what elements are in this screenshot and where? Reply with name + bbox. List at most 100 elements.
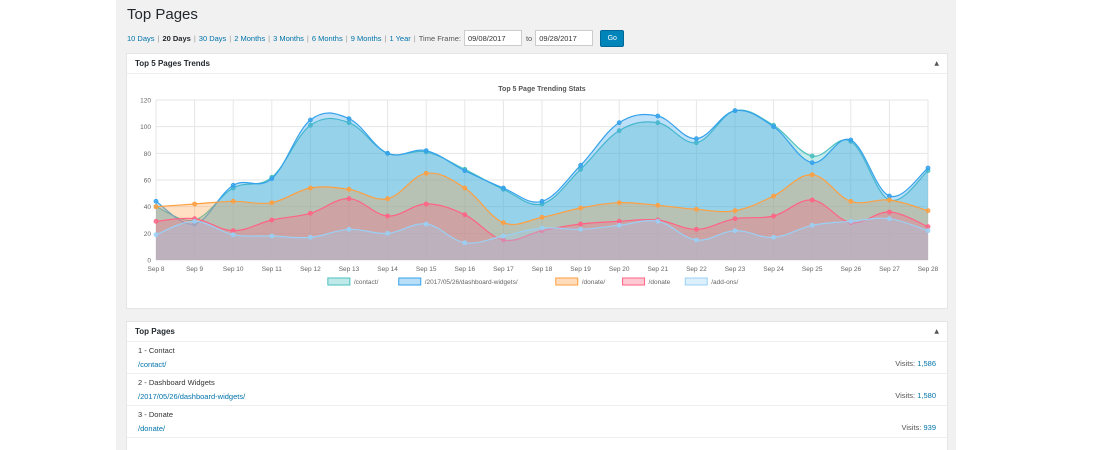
y-tick-label: 0 — [147, 258, 151, 265]
data-point — [616, 128, 622, 134]
data-point — [616, 218, 622, 224]
x-tick-label: Sep 24 — [763, 266, 784, 273]
data-point — [500, 185, 506, 191]
from-date-input[interactable] — [463, 30, 522, 46]
x-tick-label: Sep 19 — [570, 266, 591, 273]
series-area — [156, 218, 928, 260]
range-30-days[interactable]: 30 Days — [198, 33, 227, 43]
trends-panel-title: Top 5 Pages Trends — [135, 59, 210, 68]
top-pages-panel-header: Top Pages ▲ — [127, 322, 947, 342]
legend-swatch — [622, 277, 646, 286]
data-point — [462, 240, 468, 246]
legend-swatch — [555, 277, 579, 286]
data-point — [423, 148, 429, 154]
timeframe-label: Time Frame: — [418, 33, 461, 43]
data-point — [578, 205, 584, 211]
data-point — [694, 136, 699, 142]
x-tick-label: Sep 26 — [840, 266, 861, 273]
data-point — [423, 221, 429, 227]
series-area — [156, 110, 928, 260]
data-point — [192, 201, 197, 207]
data-point — [809, 153, 815, 159]
x-tick-label: Sep 16 — [454, 266, 475, 273]
legend-swatch — [398, 277, 422, 286]
data-point — [269, 233, 275, 239]
data-point — [307, 234, 313, 240]
data-point — [925, 224, 931, 230]
data-point — [539, 198, 545, 204]
data-point — [732, 228, 738, 234]
range-10-days[interactable]: 10 Days — [127, 33, 155, 43]
page-path-link[interactable]: /contact/ — [138, 360, 167, 369]
data-point — [848, 137, 854, 143]
x-tick-label: Sep 15 — [416, 266, 437, 273]
range-1-year[interactable]: 1 Year — [389, 33, 411, 43]
collapse-toggle-icon[interactable]: ▲ — [934, 328, 939, 335]
range-20-days[interactable]: 20 Days — [162, 33, 191, 43]
to-date-input[interactable] — [535, 30, 594, 46]
page-path-link[interactable]: /donate/ — [138, 424, 166, 433]
data-point — [771, 213, 776, 219]
visits-label: Visits: — [895, 359, 916, 368]
data-point — [848, 198, 854, 204]
data-point — [694, 226, 699, 232]
data-point — [809, 172, 815, 178]
collapse-toggle-icon[interactable]: ▲ — [934, 60, 939, 67]
y-tick-label: 100 — [140, 124, 151, 131]
data-point — [462, 212, 468, 218]
data-point — [771, 193, 776, 199]
data-point — [925, 228, 931, 234]
series-area — [156, 110, 928, 260]
separator: | — [384, 33, 387, 43]
range-3-months[interactable]: 3 Months — [273, 33, 304, 43]
page-path-link[interactable]: /2017/05/26/dashboard-widgets/ — [138, 392, 246, 401]
data-point — [887, 216, 892, 222]
data-point — [694, 237, 699, 243]
data-point — [809, 222, 815, 228]
data-point — [346, 116, 352, 122]
to-label: to — [525, 33, 533, 43]
data-point — [500, 233, 506, 239]
range-2-months[interactable]: 2 Months — [234, 33, 266, 43]
data-point — [925, 165, 931, 171]
data-point — [230, 198, 236, 204]
visits-count: Visits: 939 — [902, 423, 936, 432]
x-tick-label: Sep 11 — [262, 266, 283, 273]
y-tick-label: 20 — [144, 231, 152, 238]
range-6-months[interactable]: 6 Months — [311, 33, 343, 43]
data-point — [616, 200, 622, 206]
data-point — [385, 150, 391, 156]
data-point — [616, 120, 622, 126]
data-point — [346, 226, 352, 232]
data-point — [153, 198, 159, 204]
data-point — [616, 222, 622, 228]
data-point — [385, 213, 391, 219]
x-tick-label: Sep 28 — [918, 266, 939, 273]
data-point — [539, 225, 545, 231]
top-pages-panel-title: Top Pages — [135, 327, 175, 336]
page-title: Top Pages — [127, 6, 198, 23]
data-point — [423, 201, 429, 207]
data-point — [809, 160, 815, 166]
trends-panel-header: Top 5 Pages Trends ▲ — [127, 54, 947, 74]
data-point — [578, 226, 584, 232]
range-9-months[interactable]: 9 Months — [350, 33, 382, 43]
data-point — [887, 209, 892, 215]
separator: | — [413, 33, 416, 43]
separator: | — [193, 33, 196, 43]
data-point — [694, 206, 699, 212]
legend-swatch — [684, 277, 708, 286]
data-point — [771, 234, 776, 240]
go-button[interactable]: Go — [600, 29, 625, 47]
data-point — [385, 196, 391, 202]
separator: | — [268, 33, 271, 43]
series-area — [156, 173, 928, 260]
y-tick-label: 80 — [144, 151, 152, 158]
page-name: 2 - Dashboard Widgets — [138, 378, 215, 387]
data-point — [307, 122, 313, 128]
visits-value: 1,586 — [917, 359, 936, 368]
separator: | — [229, 33, 232, 43]
data-point — [887, 197, 892, 203]
x-tick-label: Sep 25 — [802, 266, 823, 273]
data-point — [230, 232, 236, 238]
